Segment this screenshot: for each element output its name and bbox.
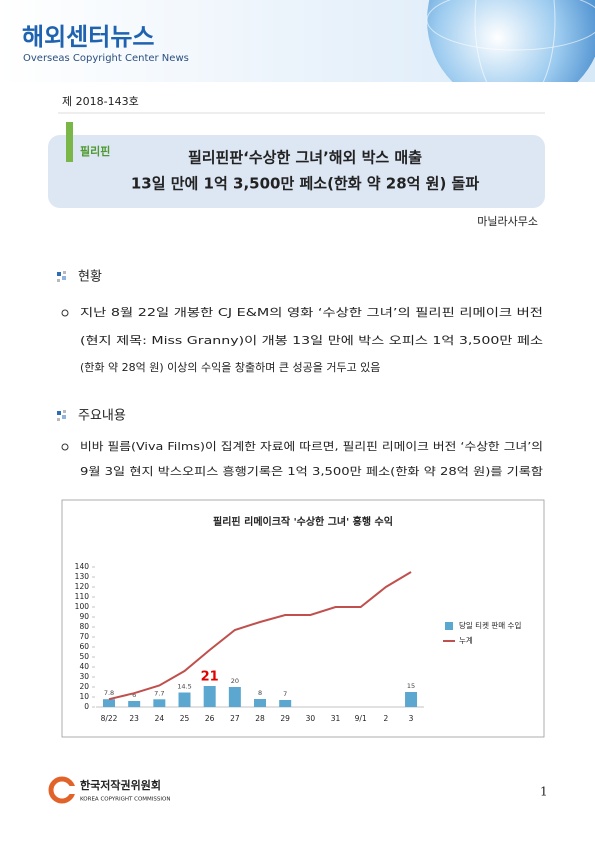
y-tick-label: 20 <box>79 682 89 691</box>
bar <box>153 699 166 707</box>
page-number: 1 <box>540 785 548 799</box>
headline-box <box>48 135 545 208</box>
x-tick-label: 3 <box>409 714 414 723</box>
section-icon <box>63 271 66 274</box>
headline-line: 필리핀판‘수상한 그녀’해외 박스 매출 <box>188 149 422 167</box>
footer-org-en: KOREA COPYRIGHT COMMISSION <box>80 797 170 803</box>
y-tick-label: 50 <box>79 652 89 661</box>
paragraph-line: 지난 8월 22일 개봉한 CJ E&M의 영화 ‘수상한 그녀’의 필리핀 리… <box>80 305 543 319</box>
x-tick-label: 25 <box>180 714 190 723</box>
section-icon <box>63 410 66 413</box>
y-tick-label: 120 <box>75 582 90 591</box>
value-label: 6 <box>132 691 136 699</box>
globe <box>426 0 595 82</box>
x-tick-label: 27 <box>230 714 240 723</box>
headline-line: 13일 만에 1억 3,500만 페소(한화 약 28억 원) 돌파 <box>131 175 480 193</box>
x-tick-label: 29 <box>280 714 290 723</box>
paragraph-line: (현지 제목: Miss Granny)이 개봉 13일 만에 박스 오피스 1… <box>80 333 543 347</box>
y-tick-label: 80 <box>79 622 89 631</box>
y-tick-label: 90 <box>79 612 89 621</box>
bullet <box>61 309 69 317</box>
paragraph-line: (한화 약 28억 원) 이상의 수익을 창출하며 큰 성공을 거두고 있음 <box>80 360 380 374</box>
footer-logo <box>48 776 76 804</box>
value-label: 7.7 <box>154 689 164 697</box>
y-tick-label: 10 <box>79 692 89 701</box>
section-icon <box>57 411 61 415</box>
value-label: 7.8 <box>104 689 114 697</box>
y-tick-label: 70 <box>79 632 89 641</box>
value-label: 21 <box>201 670 219 685</box>
bullet <box>61 443 69 451</box>
y-tick-label: 100 <box>75 602 90 611</box>
value-label: 8 <box>258 689 262 697</box>
section-heading: 현황 <box>78 270 102 285</box>
chart-title: 필리핀 리메이크작 '수상한 그녀' 흥행 수익 <box>213 515 393 528</box>
bar <box>254 699 267 707</box>
office: 마닐라사무소 <box>477 215 538 228</box>
legend-label: 당일 티켓 판매 수입 <box>459 620 521 630</box>
header-subtitle: Overseas Copyright Center News <box>23 53 189 64</box>
value-label: 20 <box>231 677 239 685</box>
bar <box>103 699 115 707</box>
paragraph-line: 비바 필름(Viva Films)이 집계한 자료에 따르면, 필리핀 리메이크… <box>80 440 543 453</box>
y-tick-label: 60 <box>79 642 89 651</box>
y-tick-label: 130 <box>75 572 90 581</box>
bar <box>279 700 292 707</box>
y-tick-label: 0 <box>84 702 89 711</box>
value-label: 15 <box>407 682 415 690</box>
x-tick-label: 31 <box>331 714 341 723</box>
y-tick-label: 110 <box>75 592 90 601</box>
bar <box>178 692 191 707</box>
bar <box>228 687 241 707</box>
paragraph-line: 9월 3일 현지 박스오피스 흥행기록은 1억 3,500만 페소(한화 약 2… <box>80 464 543 478</box>
header-title: 해외센터뉴스 <box>22 23 154 51</box>
legend-label: 누계 <box>459 635 473 645</box>
x-tick-label: 8/22 <box>101 714 118 723</box>
tag: 필리핀 <box>80 144 110 158</box>
section-icon <box>57 279 60 282</box>
bar <box>128 701 141 707</box>
value-label: 14.5 <box>177 683 191 691</box>
section-heading: 주요내용 <box>78 409 126 424</box>
x-tick-label: 9/1 <box>355 714 367 723</box>
y-tick-label: 30 <box>79 672 89 681</box>
value-label: 7 <box>283 690 287 698</box>
x-tick-label: 2 <box>383 714 388 723</box>
section-icon <box>62 415 66 419</box>
y-tick-label: 40 <box>79 662 89 671</box>
x-tick-label: 26 <box>205 714 215 723</box>
issue-number: 제 2018-143호 <box>62 95 139 108</box>
section-icon <box>57 272 61 276</box>
section-icon <box>62 276 66 280</box>
x-tick-label: 30 <box>306 714 316 723</box>
x-tick-label: 28 <box>255 714 265 723</box>
y-tick-label: 140 <box>75 562 90 571</box>
x-tick-label: 23 <box>129 714 139 723</box>
line <box>108 571 412 701</box>
footer-org: 한국저작권위원회 <box>80 778 161 792</box>
section-icon <box>57 418 60 421</box>
bar <box>405 692 418 707</box>
tag-bar <box>66 122 73 162</box>
chart-frame <box>61 499 545 738</box>
bar <box>203 686 216 707</box>
x-tick-label: 24 <box>155 714 165 723</box>
legend-swatch <box>445 622 453 630</box>
